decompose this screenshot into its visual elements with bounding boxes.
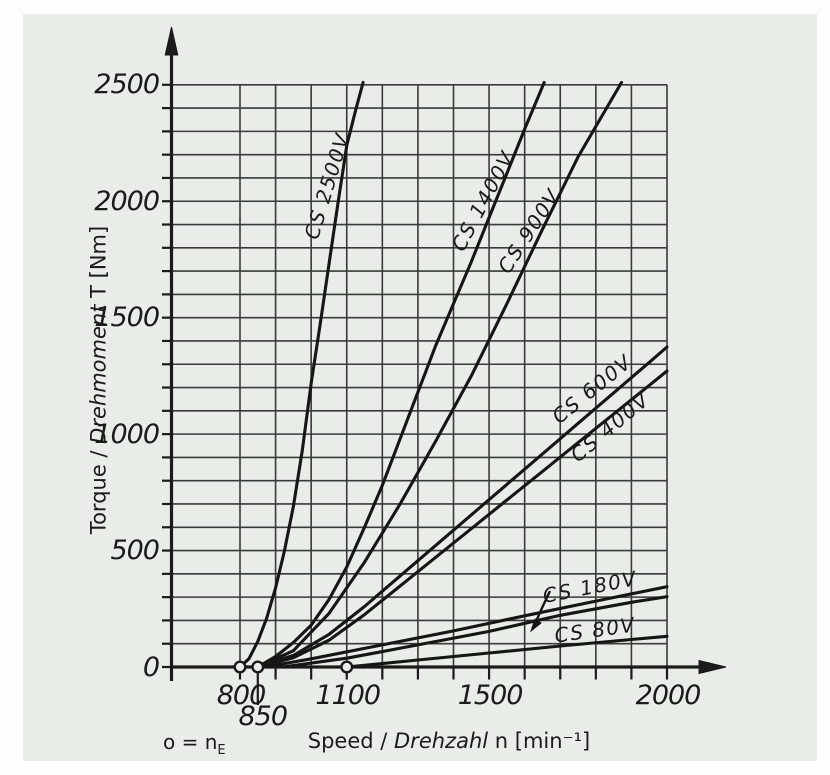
y-tick-label-2500: 2500 — [94, 69, 160, 101]
x-tick-label-800: 800 — [216, 680, 267, 711]
curve-cs-180v-lower-line- — [281, 595, 669, 668]
curve-cs-600v — [256, 345, 669, 668]
x-tick-label-850: 850 — [238, 701, 289, 732]
cs-180v-leader-arrow — [529, 590, 552, 633]
x-axis-title: Speed / Drehzahl n [min⁻¹] — [308, 731, 591, 752]
curve-cs-900v — [256, 80, 624, 668]
x-tick-label-1100: 1100 — [315, 680, 381, 711]
engagement-circles — [233, 660, 354, 674]
y-tick-label-1500: 1500 — [94, 302, 160, 334]
x-tick-label-2000: 2000 — [635, 680, 702, 711]
x-axis-title-pre: Speed / — [307, 729, 395, 753]
y-tick-label-1000: 1000 — [94, 418, 160, 450]
y-axis-title-pre: Torque / — [86, 443, 111, 535]
engagement-point-circle — [251, 660, 265, 674]
engagement-speed-note: o = nE — [163, 730, 226, 758]
y-tick-label-500: 500 — [110, 535, 160, 567]
y-tick-label-0: 0 — [142, 651, 160, 683]
x-tick-label-1500: 1500 — [457, 680, 524, 711]
curve-cs-2500v — [238, 80, 365, 668]
curve-cs-180v — [263, 585, 669, 668]
engagement-note-text: o = n — [163, 730, 218, 754]
y-axis-title: Torque / Drehmoment T [Nm] — [86, 225, 111, 535]
engagement-point-circle — [340, 660, 354, 674]
grid — [171, 84, 668, 667]
y-axis-title-post: T [Nm] — [86, 225, 111, 305]
axes — [164, 26, 727, 681]
engagement-note-subscript: E — [217, 743, 226, 758]
x-axis-title-italic: Drehzahl — [394, 729, 489, 753]
curve-cs-1400v — [256, 80, 546, 668]
curve-cs-80v — [345, 634, 669, 668]
curve-cs-400v — [256, 369, 669, 668]
curves — [238, 80, 669, 668]
x-axis-title-post: n [min⁻¹] — [488, 729, 591, 753]
engagement-point-circle — [233, 660, 247, 674]
y-tick-label-2000: 2000 — [94, 185, 160, 217]
